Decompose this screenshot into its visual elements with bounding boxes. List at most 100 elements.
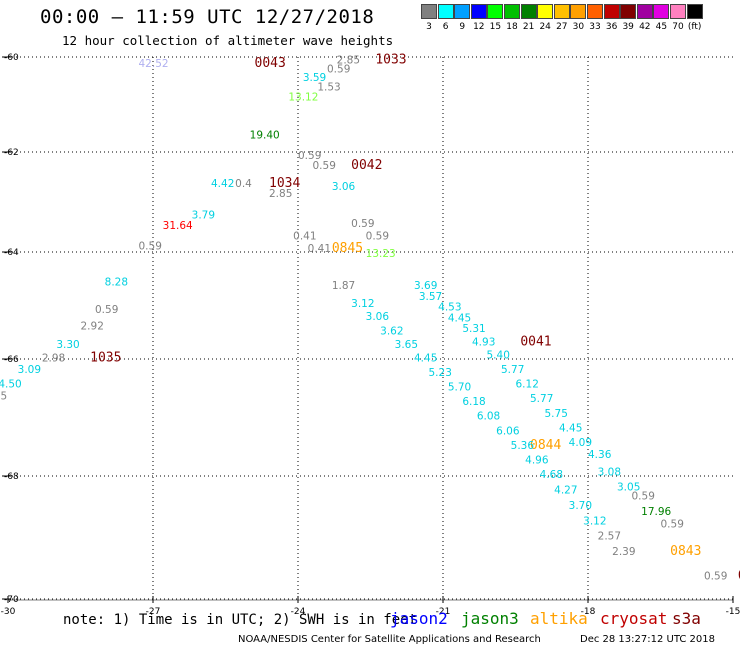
pass-time-label: 0043 (255, 56, 286, 71)
pass-time-label: 0844 (530, 438, 561, 453)
wave-height-label: 2.98 (42, 352, 65, 364)
scale-label: (ft) (687, 22, 702, 32)
wave-height-label: 5.31 (462, 323, 485, 335)
wave-height-label: 4.09 (569, 437, 592, 449)
x-tick-label: -18 (581, 607, 596, 617)
wave-height-label: 5.70 (448, 381, 471, 393)
legend-sat-altika: altika (530, 609, 588, 628)
pass-time-label: 0845 (332, 241, 363, 256)
wave-height-label: 5.40 (487, 350, 510, 362)
y-tick-label: -68 (4, 472, 19, 482)
wave-height-label: 6.08 (477, 411, 500, 423)
generated-timestamp: Dec 28 13:27:12 UTC 2018 (580, 634, 715, 645)
scale-label: 21 (522, 22, 535, 32)
wave-height-label: 1.53 (317, 81, 340, 93)
footer-note: note: 1) Time is in UTC; 2) SWH is in fe… (63, 612, 418, 628)
wave-height-label: 2.39 (612, 546, 635, 558)
scale-label: 39 (622, 22, 634, 32)
wave-height-label: 0.59 (661, 518, 684, 530)
x-tick-label: -15 (726, 607, 740, 617)
page-subtitle: 12 hour collection of altimeter wave hei… (62, 33, 394, 48)
wave-height-label: 0.59 (704, 571, 727, 583)
scale-label: 24 (539, 22, 551, 32)
wave-height-label: 3.65 (395, 339, 418, 351)
y-tick-label: -64 (4, 248, 19, 258)
y-tick-label: -60 (4, 53, 19, 63)
scale-swatch (520, 4, 537, 19)
wave-height-label: 3.62 (380, 326, 403, 338)
scale-label: 70 (672, 22, 684, 32)
wave-height-label: 6.06 (496, 425, 520, 437)
wave-height-label: 3.70 (569, 500, 592, 512)
scale-label: 30 (572, 22, 585, 32)
wave-height-label: 0.59 (632, 491, 655, 503)
wave-height-label: 5.36 (511, 440, 535, 452)
wave-height-label: 4.45 (414, 352, 437, 364)
scale-swatch (620, 4, 637, 19)
wave-height-label: 2.85 (337, 54, 360, 66)
scale-label: 27 (556, 22, 568, 32)
scale-swatch (421, 4, 437, 19)
wave-height-label: 3.08 (598, 466, 621, 478)
scale-swatch (570, 4, 587, 19)
wave-height-label: 2.92 (81, 320, 104, 332)
scale-label: 9 (459, 22, 466, 32)
wave-height-label: 4.53 (438, 302, 461, 314)
wave-height-label: 1.87 (332, 280, 355, 292)
wave-height-label: 3.59 (303, 72, 326, 84)
scale-label: 15 (489, 22, 502, 32)
legend-sat-jason2: jason2 (390, 609, 448, 628)
wave-height-label: 3.57 (419, 291, 442, 303)
wave-height-label: 3.12 (351, 298, 374, 310)
pass-time-label: 1035 (90, 350, 121, 365)
scale-label: 36 (605, 22, 618, 32)
wave-height-label: 0.4 (235, 178, 252, 190)
scale-label: 18 (506, 22, 518, 32)
wave-height-label: 3.05 (617, 481, 640, 493)
wave-height-label: 4.45 (559, 422, 582, 434)
wave-height-label: 42.52 (139, 58, 169, 70)
x-tick-label: -27 (146, 607, 161, 617)
x-tick-label: -24 (291, 607, 306, 617)
y-tick-label: -66 (4, 355, 19, 365)
wave-height-label: 4.42 (211, 178, 234, 190)
wave-height-label: 3.69 (414, 280, 437, 292)
credit-text: NOAA/NESDIS Center for Satellite Applica… (238, 634, 541, 645)
scale-label: 42 (639, 22, 651, 32)
wave-height-label: 0.41 (308, 243, 331, 255)
wave-height-label: 4.96 (525, 455, 549, 467)
scale-swatch (603, 4, 620, 19)
scale-swatch (553, 4, 570, 19)
scale-label: 6 (442, 22, 449, 32)
wave-height-label: 0.59 (351, 218, 374, 230)
wave-height-label: 8.28 (105, 276, 128, 288)
pass-time-label: 1034 (269, 176, 300, 191)
wave-height-label: 4.36 (588, 449, 612, 461)
scale-label: 45 (655, 22, 668, 32)
pass-time-label: 0843 (670, 544, 701, 559)
wave-height-label: 5.77 (501, 364, 524, 376)
scale-swatch (504, 4, 520, 19)
wave-height-label: 3.12 (583, 515, 606, 527)
wave-height-label: 0.41 (293, 231, 316, 243)
wave-height-label: 5.23 (429, 367, 452, 379)
wave-height-label: 2.85 (269, 188, 292, 200)
wave-height-label: 5.77 (530, 393, 553, 405)
wave-height-label: 0.59 (95, 304, 118, 316)
wave-height-label: 4.50 (0, 379, 22, 391)
wave-height-label: 13.23 (366, 248, 396, 260)
wave-height-label: 0.59 (139, 241, 162, 253)
pass-time-label: 0041 (520, 334, 551, 349)
wave-height-label: 2.57 (598, 531, 621, 543)
wave-height-label: 2.65 (0, 390, 7, 402)
wave-height-label: 6.18 (462, 396, 485, 408)
wave-height-label: 4.93 (472, 336, 495, 348)
wave-height-label: 17.96 (641, 506, 671, 518)
pass-time-label: 1033 (375, 52, 406, 67)
scale-swatch (437, 4, 454, 19)
wave-height-label: 4.27 (554, 485, 577, 497)
scale-swatch (587, 4, 603, 19)
legend-sat-cryosat: cryosat (600, 609, 668, 628)
wave-height-label: 0.59 (298, 150, 321, 162)
